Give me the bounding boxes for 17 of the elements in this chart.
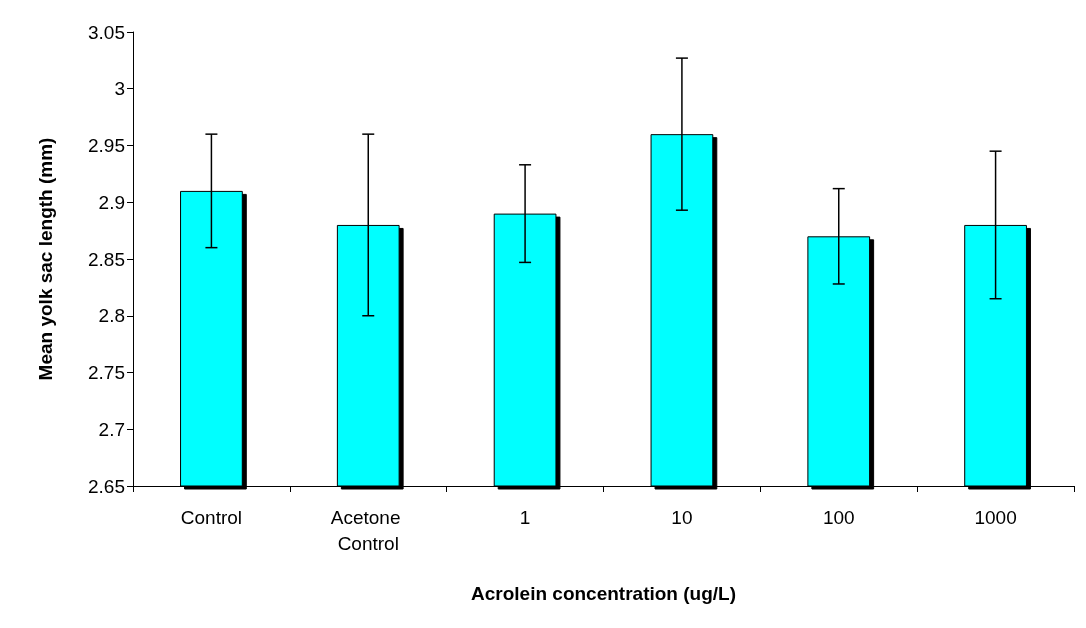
x-axis-title: Acrolein concentration (ug/L): [471, 583, 736, 604]
x-tick-label: 10: [671, 506, 693, 528]
y-tick-label: 2.75: [88, 362, 125, 383]
x-tick-label: Acetone Control: [330, 506, 406, 554]
x-tick-label: 100: [822, 506, 855, 528]
y-tick-label: 2.85: [88, 248, 125, 270]
y-tick-label: 2.8: [98, 305, 125, 327]
x-tick-label: 1: [519, 506, 531, 528]
y-tick-label: 2.7: [98, 418, 125, 440]
x-tick-label: Control: [180, 506, 243, 528]
y-tick-label: 3.05: [88, 21, 125, 43]
y-axis-title: Mean yolk sac length (mm): [35, 137, 56, 381]
y-tick-label: 2.95: [88, 135, 125, 156]
y-tick-label: 2.9: [98, 191, 125, 213]
y-tick-label: 2.65: [88, 475, 125, 497]
x-tick-label: 1000: [974, 506, 1017, 528]
y-tick-label: 3: [114, 78, 125, 100]
